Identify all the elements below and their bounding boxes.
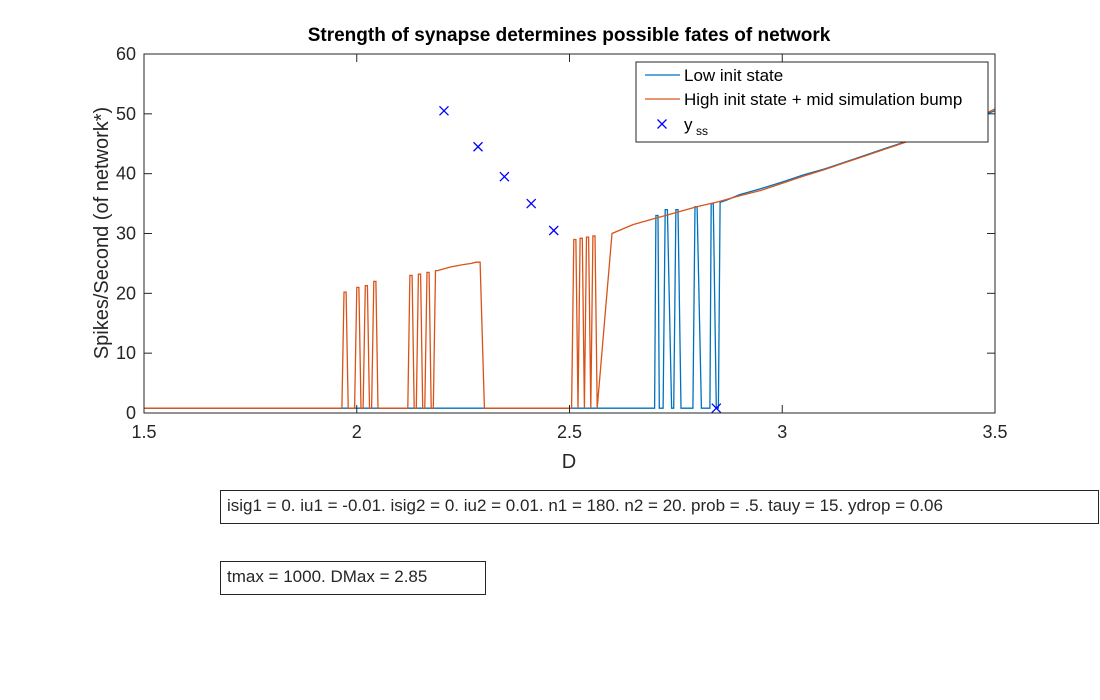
y-tick-label: 30 <box>116 224 136 244</box>
chart-title: Strength of synapse determines possible … <box>308 25 831 46</box>
legend-label: Low init state <box>684 66 783 85</box>
x-tick-label: 3 <box>777 422 787 442</box>
x-axis-label: D <box>562 451 576 473</box>
ss-marker <box>473 141 483 152</box>
x-tick-label: 2.5 <box>557 422 582 442</box>
y-tick-label: 10 <box>116 343 136 363</box>
y-tick-label: 40 <box>116 164 136 184</box>
simulation-annotation: tmax = 1000. DMax = 2.85 <box>220 561 486 595</box>
series-layer <box>144 105 995 414</box>
tick-layer: 1.5 2 2.5 3 3.5 0 10 20 30 40 50 60 <box>116 44 1008 442</box>
ss-marker <box>499 171 510 182</box>
legend-marker <box>657 119 667 129</box>
series-line-1 <box>144 108 995 409</box>
parameter-annotation: isig1 = 0. iu1 = -0.01. isig2 = 0. iu2 =… <box>220 490 1099 524</box>
legend-label: y <box>684 115 693 134</box>
ss-marker <box>711 403 722 414</box>
ss-marker <box>439 105 449 116</box>
x-tick-label: 1.5 <box>131 422 156 442</box>
y-tick-label: 60 <box>116 44 136 64</box>
y-tick-label: 20 <box>116 283 136 303</box>
y-tick-label: 50 <box>116 104 136 124</box>
ss-marker <box>526 198 537 209</box>
y-axis-label: Spikes/Second (of network*) <box>91 107 113 359</box>
legend-box <box>635 61 989 143</box>
legend-label: High init state + mid simulation bump <box>684 90 962 109</box>
y-tick-label: 0 <box>126 403 136 423</box>
x-tick-label: 2 <box>352 422 362 442</box>
x-tick-label: 3.5 <box>982 422 1007 442</box>
legend-label-subscript: ss <box>696 124 708 138</box>
legend: Low init state High init state + mid simu… <box>635 61 989 143</box>
ss-marker <box>548 225 559 236</box>
